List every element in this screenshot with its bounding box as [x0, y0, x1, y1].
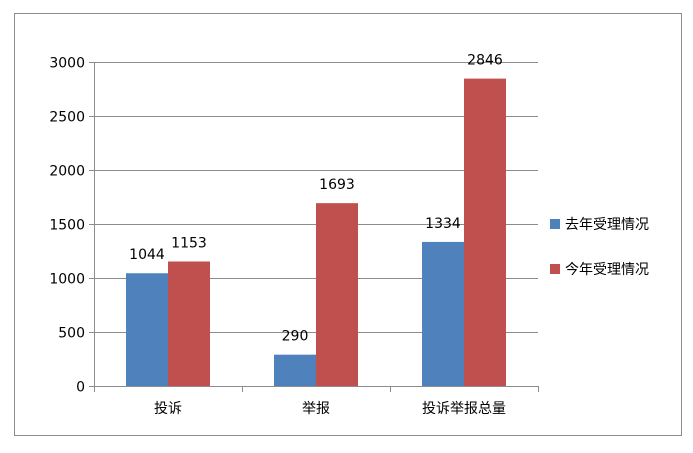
bar: [274, 354, 316, 386]
legend-label: 今年受理情况: [565, 262, 649, 278]
y-tick-label: 0: [76, 380, 85, 396]
bar: [168, 261, 210, 386]
x-tick-label: 举报: [302, 401, 330, 417]
bar: [126, 273, 168, 386]
x-tick-label: 投诉: [154, 401, 182, 417]
data-label: 2846: [467, 53, 503, 69]
axes: 0 500 1000 1500 2000 2500 3000 投诉 举报 投诉举报总量: [49, 56, 539, 417]
bar: [464, 78, 506, 386]
data-label: 290: [282, 329, 309, 345]
y-tick-label: 2500: [49, 110, 85, 126]
data-label: 1153: [171, 235, 207, 251]
data-labels: 1044 1153 290 1693 1334 2846: [129, 53, 503, 345]
y-tick-label: 2000: [49, 164, 85, 180]
y-tick-label: 500: [58, 326, 85, 342]
legend-label: 去年受理情况: [565, 217, 649, 233]
data-label: 1334: [425, 216, 461, 232]
legend-swatch: [550, 219, 560, 229]
bars: [126, 78, 506, 386]
data-label: 1693: [319, 177, 355, 193]
data-label: 1044: [129, 247, 165, 263]
y-tick-label: 1500: [49, 218, 85, 234]
bar: [316, 203, 358, 386]
y-tick-label: 3000: [49, 56, 85, 72]
y-tick-label: 1000: [49, 272, 85, 288]
bar: [422, 241, 464, 386]
x-tick-label: 投诉举报总量: [422, 401, 506, 417]
legend-swatch: [550, 264, 560, 274]
